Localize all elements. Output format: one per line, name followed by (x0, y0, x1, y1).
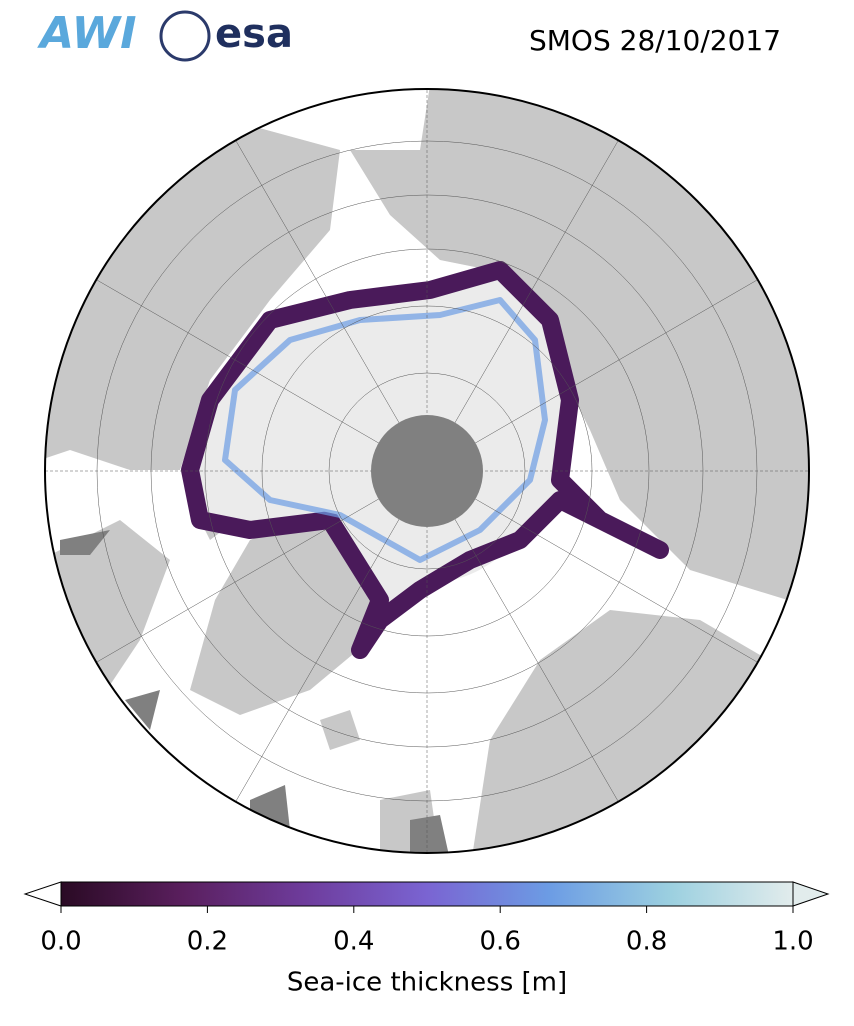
map-title: SMOS 28/10/2017 (529, 24, 781, 57)
colorbar-extend-max (792, 881, 830, 907)
awi-logo: AWI (37, 8, 137, 59)
colorbar-tick-label: 0.2 (187, 927, 228, 957)
colorbar-tick-label: 0.0 (40, 927, 81, 957)
dark-land (60, 530, 450, 853)
colorbar-gradient (60, 881, 794, 907)
colorbar-tick-label: 1.0 (772, 927, 813, 957)
esa-logo: esa (215, 11, 293, 57)
colorbar-tick-label: 0.6 (480, 927, 521, 957)
colorbar-label: Sea-ice thickness [m] (287, 968, 567, 998)
map-border (44, 88, 810, 854)
esa-emblem (159, 10, 211, 62)
colorbar-extend-min (23, 881, 62, 907)
map (45, 89, 809, 853)
colorbar-tick-label: 0.8 (626, 927, 667, 957)
colorbar-tick-label: 0.4 (333, 927, 374, 957)
colorbar: 0.0 0.2 0.4 0.6 0.8 1.0 Sea-ice thickness [m] (23, 881, 830, 998)
pole-hole (371, 415, 483, 527)
graticule (45, 89, 809, 853)
